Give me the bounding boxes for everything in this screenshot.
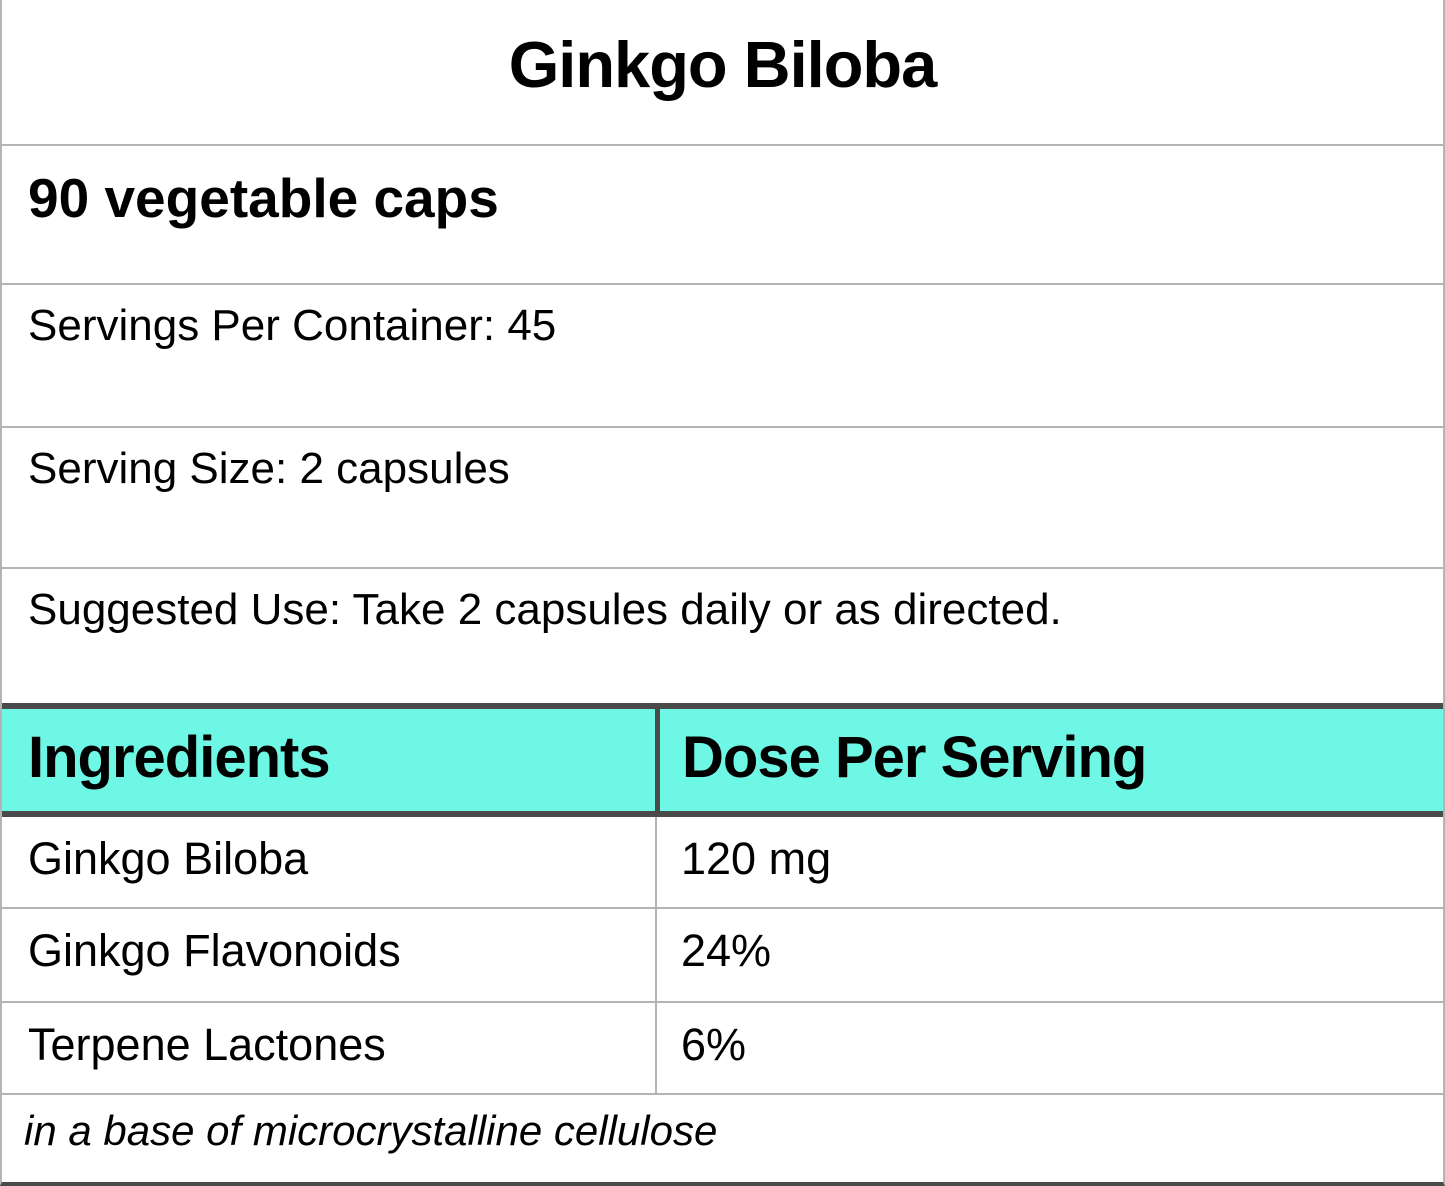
servings-per-container: Servings Per Container: 45 [2,285,1443,428]
dose-header-cell: Dose Per Serving [682,725,1147,790]
dose-value-cell: 24% [681,925,772,976]
dose-value-cell: 120 mg [681,833,832,884]
ingredient-name-cell: Ginkgo Flavonoids [2,909,657,1001]
ingredients-header-cell: Ingredients [2,709,660,811]
table-row: Ginkgo Biloba 120 mg [2,817,1443,909]
product-title: Ginkgo Biloba [2,0,1443,146]
package-quantity: 90 vegetable caps [2,146,1443,285]
table-row: Ginkgo Flavonoids 24% [2,909,1443,1003]
suggested-use: Suggested Use: Take 2 capsules daily or … [28,585,1062,634]
base-note: in a base of microcrystalline cellulose [24,1107,718,1154]
ingredient-name-cell: Terpene Lactones [2,1003,657,1093]
serving-size: Serving Size: 2 capsules [2,428,1443,569]
dose-value-cell: 6% [681,1019,747,1070]
ingredient-name-cell: Ginkgo Biloba [2,817,657,907]
ingredients-table-header: Ingredients Dose Per Serving [2,703,1443,817]
table-row: Terpene Lactones 6% [2,1003,1443,1095]
